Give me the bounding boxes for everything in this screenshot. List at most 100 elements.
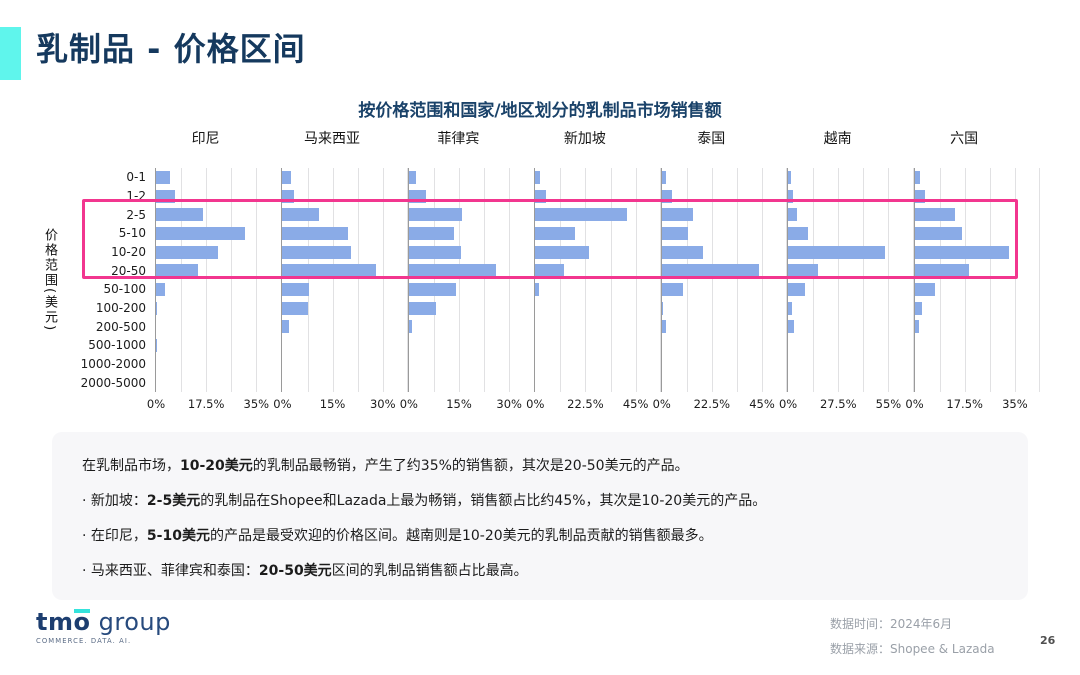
- bar-泰国-200-500: [661, 320, 667, 334]
- gridline: [610, 168, 612, 392]
- country-header-2: 马来西亚: [281, 128, 407, 148]
- bar-菲律宾-1-2: [408, 189, 426, 203]
- bar-新加坡-20-50: [535, 264, 565, 278]
- price-range-label: 0-1: [126, 170, 146, 185]
- x-axis-tick: 35%: [243, 397, 270, 411]
- gridline: [686, 168, 688, 392]
- gridline: [484, 168, 486, 392]
- x-axis-tick: 27.5%: [819, 397, 857, 411]
- gridline: [382, 168, 384, 392]
- country-header-label: 六国: [950, 131, 979, 147]
- bar-row: [535, 280, 660, 299]
- bar-六国-200-500: [914, 320, 919, 334]
- bar-row: [156, 336, 281, 355]
- insight-line: · 新加坡：2-5美元的乳制品在Shopee和Lazada上最为畅销，销售额占比…: [82, 494, 1008, 508]
- bar-row: [535, 224, 660, 243]
- bar-印尼-50-100: [156, 282, 165, 296]
- chart-panel-5: 0% 22.5% 45%: [653, 168, 788, 411]
- gridline: [939, 168, 941, 392]
- footer-meta: 数据时间：2024年6月 数据来源：Shopee & Lazada: [830, 612, 995, 662]
- bar-越南-0-1: [788, 170, 791, 184]
- bar-row: [661, 299, 787, 318]
- bar-row: [408, 280, 534, 299]
- country-header-1: 印尼: [155, 128, 281, 148]
- bar-row: [914, 205, 1040, 224]
- bar-row: [408, 317, 534, 336]
- insight-text: 的产品是最受欢迎的价格区间。越南则是10-20美元的乳制品贡献的销售额最多。: [209, 528, 713, 544]
- bar-六国-20-50: [914, 264, 969, 278]
- price-range-labels: 0-1 1-2 2-5 5-10 10-20 20-50 50-100 100-200 200-…: [0, 168, 146, 392]
- gridline: [912, 168, 914, 392]
- bar-row: [409, 336, 534, 355]
- x-axis-tick: 0%: [146, 397, 166, 411]
- bar-row: [282, 168, 407, 187]
- bar-row: [914, 317, 1040, 336]
- bar-菲律宾-2-5: [408, 208, 463, 222]
- bar-印尼-100-200: [156, 301, 158, 315]
- bar-新加坡-10-20: [535, 245, 589, 259]
- bar-row: [661, 317, 787, 336]
- bar-泰国-10-20: [661, 245, 703, 259]
- bar-马来西亚-5-10: [282, 226, 348, 240]
- gridline: [863, 168, 865, 392]
- insight-text: · 新加坡：: [82, 493, 147, 509]
- bar-row: [282, 373, 407, 392]
- chart-panel-7: 0% 17.5% 35%: [905, 168, 1041, 411]
- bar-row: [156, 261, 281, 280]
- bar-菲律宾-50-100: [408, 282, 456, 296]
- bar-菲律宾-200-500: [408, 320, 413, 334]
- bar-马来西亚-20-50: [282, 264, 377, 278]
- gridline: [181, 168, 183, 392]
- bar-越南-100-200: [788, 301, 792, 315]
- bar-row: [156, 243, 281, 262]
- bar-row: [408, 205, 534, 224]
- country-headers: 印尼 马来西亚 菲律宾 新加坡 泰国 越南 六国: [155, 128, 1040, 148]
- country-header-5: 泰国: [661, 128, 787, 148]
- price-range-label: 500-1000: [88, 338, 146, 353]
- gridline: [762, 168, 764, 392]
- price-range-label: 200-500: [95, 319, 146, 334]
- bar-六国-0-1: [914, 170, 921, 184]
- bar-row: [409, 373, 534, 392]
- bar-row: [788, 373, 913, 392]
- bar-六国-10-20: [914, 245, 1010, 259]
- country-header-label: 越南: [823, 131, 852, 147]
- country-header-label: 菲律宾: [437, 131, 480, 147]
- insight-line: 在乳制品市场，10-20美元的乳制品最畅销，产生了约35%的销售额，其次是20-…: [82, 459, 1008, 473]
- bar-印尼-10-20: [156, 245, 218, 259]
- bar-row: [914, 299, 1040, 318]
- insight-highlight-text: 5-10美元: [146, 528, 210, 544]
- bar-越南-1-2: [788, 189, 793, 203]
- bar-row: [156, 205, 281, 224]
- bar-row: [661, 224, 787, 243]
- bar-印尼-1-2: [156, 189, 175, 203]
- x-axis-tick: 45%: [622, 397, 649, 411]
- insight-text: 区间的乳制品销售额占比最高。: [331, 563, 528, 579]
- bar-马来西亚-50-100: [282, 282, 310, 296]
- chart-panels: 0% 17.5% 35% 0% 15% 30% 0% 15% 30% 0% 22.5% 45% 0% 22…: [147, 168, 1041, 411]
- bar-row: [662, 355, 787, 374]
- bar-马来西亚-0-1: [282, 170, 291, 184]
- country-header-6: 越南: [787, 128, 913, 148]
- logo-tagline: COMMERCE. DATA. AI.: [36, 637, 132, 645]
- bar-row: [408, 299, 534, 318]
- gridline: [307, 168, 309, 392]
- bar-row: [535, 317, 660, 336]
- bar-马来西亚-1-2: [282, 189, 295, 203]
- gridline: [888, 168, 890, 392]
- bar-越南-5-10: [788, 226, 809, 240]
- bar-row: [661, 243, 787, 262]
- chart-panel-3: 0% 15% 30%: [400, 168, 535, 411]
- bar-马来西亚-200-500: [282, 320, 290, 334]
- gridline: [231, 168, 233, 392]
- bar-row: [662, 373, 787, 392]
- gridline: [256, 168, 258, 392]
- bar-越南-200-500: [788, 320, 795, 334]
- bar-row: [914, 261, 1040, 280]
- bar-印尼-500-1000: [156, 338, 158, 352]
- bar-新加坡-2-5: [535, 208, 627, 222]
- price-range-label: 5-10: [118, 226, 146, 241]
- bar-row: [915, 336, 1040, 355]
- page-title: 乳制品 - 价格区间: [36, 30, 306, 68]
- gridline: [813, 168, 815, 392]
